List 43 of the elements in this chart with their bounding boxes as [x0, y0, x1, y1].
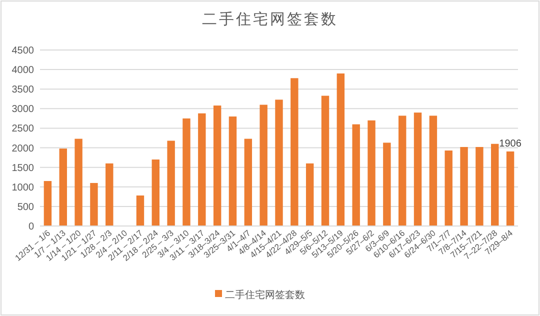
bar: [213, 106, 222, 226]
bar: [506, 151, 514, 226]
bar: [90, 182, 98, 226]
y-tick-label: 2500: [12, 124, 34, 135]
bar: [476, 146, 484, 226]
legend-label: 二手住宅网签套数: [225, 289, 305, 301]
bar: [491, 144, 499, 226]
y-tick-label: 0: [28, 222, 34, 232]
bar: [398, 116, 406, 226]
y-tick-label: 1500: [12, 162, 34, 174]
bar: [429, 116, 438, 226]
chart-title: 二手住宅网签套数: [202, 10, 338, 28]
bar: [228, 116, 237, 226]
bar: [336, 73, 345, 226]
bar: [167, 140, 175, 226]
y-tick-label: 4500: [12, 46, 34, 56]
data-label: 1906: [499, 138, 522, 150]
bar: [460, 146, 468, 226]
y-tick-label: 3500: [12, 84, 34, 96]
y-tick-label: 1000: [12, 182, 34, 194]
y-tick-label: 500: [17, 202, 34, 213]
bar: [321, 96, 330, 226]
bar: [414, 112, 422, 226]
bar: [198, 113, 206, 226]
y-tick-label: 4000: [12, 65, 34, 76]
bar: [44, 181, 52, 226]
bar: [383, 142, 391, 226]
bar: [260, 104, 268, 226]
bar: [74, 138, 82, 226]
bar: [275, 100, 283, 226]
y-tick-label: 2000: [12, 143, 34, 154]
bar: [244, 138, 252, 226]
bar: [182, 118, 190, 226]
bar: [106, 163, 114, 226]
bar: [368, 120, 376, 226]
bar: [136, 195, 144, 226]
y-tick-label: 3000: [12, 104, 34, 116]
bar: [152, 160, 160, 226]
bar: [59, 148, 67, 226]
bar: [290, 78, 298, 226]
bar: [306, 163, 314, 226]
bar: [352, 124, 360, 226]
bar: [444, 150, 452, 226]
